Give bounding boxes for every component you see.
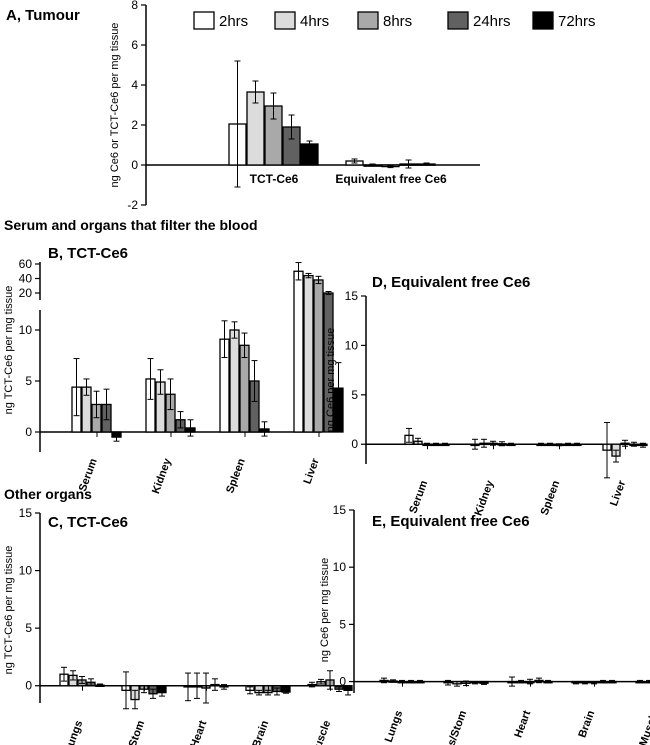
y-tick-label: 5 bbox=[339, 617, 346, 631]
legend-label-72hrs: 72hrs bbox=[558, 13, 596, 30]
y-tick-label: 60 bbox=[19, 257, 33, 271]
y-tick-label: 2 bbox=[131, 118, 138, 132]
bar-b-4hrs bbox=[229, 329, 240, 433]
y-tick-label: 6 bbox=[131, 38, 138, 52]
x-tick-label: Brain bbox=[250, 719, 271, 745]
chart-panel-d: D, Equivalent free Ce6 0 5 10 15 ng Ce6 per m… bbox=[325, 274, 648, 518]
y-axis-label: ng Ce6 per mg tissue bbox=[325, 328, 337, 433]
section-label-other-organs: Other organs bbox=[4, 486, 92, 502]
x-tick-label: Lungs bbox=[63, 719, 86, 745]
y-tick-label: 0 bbox=[131, 158, 138, 172]
bar-b-8hrs bbox=[313, 279, 324, 433]
x-tick-label: Equivalent free Ce6 bbox=[335, 172, 447, 186]
chart-panel-e: E, Equivalent free Ce6 0 5 10 15 ng Ce6 per m… bbox=[319, 503, 650, 745]
panel-title-c: C, TCT-Ce6 bbox=[48, 514, 128, 531]
legend-label-4hrs: 4hrs bbox=[300, 13, 329, 30]
legend-label-8hrs: 8hrs bbox=[383, 13, 412, 30]
y-tick-label: 8 bbox=[131, 0, 138, 12]
legend-swatch-2hrs bbox=[193, 11, 215, 30]
x-tick-label: Serum bbox=[407, 479, 430, 515]
y-tick-label: 5 bbox=[25, 621, 32, 635]
y-tick-label: 10 bbox=[19, 564, 33, 578]
y-tick-label: -2 bbox=[127, 198, 138, 212]
bar-b-2hrs bbox=[293, 270, 304, 433]
section-label-blood-organs: Serum and organs that filter the blood bbox=[4, 217, 258, 233]
x-tick-label: Spleen bbox=[539, 479, 563, 517]
x-tick-label: Muscle bbox=[309, 719, 333, 745]
x-tick-label: Kidney bbox=[472, 478, 496, 517]
legend-swatch-24hrs bbox=[447, 11, 469, 30]
panel-title-b: B, TCT-Ce6 bbox=[48, 245, 128, 262]
y-tick-label: 0 bbox=[25, 425, 32, 439]
y-tick-label: 15 bbox=[345, 289, 359, 303]
x-tick-label: Os/Stom bbox=[443, 709, 470, 745]
y-tick-label: 10 bbox=[333, 560, 347, 574]
y-tick-label: 15 bbox=[19, 506, 33, 520]
x-tick-label: Muscle bbox=[637, 709, 650, 745]
panel-title-d: D, Equivalent free Ce6 bbox=[372, 274, 530, 291]
bar-b-4hrs bbox=[303, 274, 314, 433]
x-tick-label: Heart bbox=[512, 709, 533, 740]
x-tick-label: Liver bbox=[608, 478, 629, 507]
y-tick-label: 15 bbox=[333, 503, 347, 517]
y-tick-label: 0 bbox=[339, 675, 346, 689]
y-axis-label: ng Ce6 or TCT-Ce6 per mg tissue bbox=[109, 23, 121, 188]
x-tick-label: Liver bbox=[302, 456, 323, 485]
legend-swatch-72hrs bbox=[532, 11, 554, 30]
y-tick-label: 10 bbox=[345, 338, 359, 352]
x-tick-label: TCT-Ce6 bbox=[250, 172, 299, 186]
x-tick-label: Lungs bbox=[383, 709, 406, 744]
legend-label-2hrs: 2hrs bbox=[219, 13, 248, 30]
panel-title-e: E, Equivalent free Ce6 bbox=[372, 513, 530, 530]
y-tick-label: 0 bbox=[351, 437, 358, 451]
chart-panel-c: C, TCT-Ce6 0 5 10 15 ng TCT-Ce6 per mg tissue… bbox=[3, 506, 353, 745]
legend-label-24hrs: 24hrs bbox=[473, 13, 511, 30]
x-tick-label: Os/Stom bbox=[121, 719, 148, 745]
x-tick-label: Heart bbox=[188, 719, 209, 745]
y-axis-label: ng Ce6 per mg tissue bbox=[319, 558, 331, 663]
x-tick-label: Kidney bbox=[150, 456, 174, 495]
bar-b-8hrs bbox=[239, 344, 250, 433]
y-tick-label: 40 bbox=[19, 272, 33, 286]
y-tick-label: 20 bbox=[19, 286, 33, 300]
x-tick-label: Spleen bbox=[224, 457, 248, 495]
y-tick-label: 5 bbox=[25, 374, 32, 388]
x-tick-label: Brain bbox=[576, 709, 597, 740]
y-tick-label: 0 bbox=[25, 679, 32, 693]
legend-swatch-4hrs bbox=[274, 11, 296, 30]
legend-swatch-8hrs bbox=[357, 11, 379, 30]
y-tick-label: 10 bbox=[19, 323, 33, 337]
y-axis-label: ng TCT-Ce6 per mg tissue bbox=[3, 546, 15, 675]
chart-panel-a: A, Tumour -2 0 2 4 6 8 ng Ce6 or TCT-Ce6 per mg… bbox=[6, 0, 596, 212]
y-tick-label: 5 bbox=[351, 388, 358, 402]
panel-title-a: A, Tumour bbox=[6, 7, 80, 24]
y-axis-label: ng TCT-Ce6 per mg tissue bbox=[3, 286, 15, 415]
y-tick-label: 4 bbox=[131, 78, 138, 92]
